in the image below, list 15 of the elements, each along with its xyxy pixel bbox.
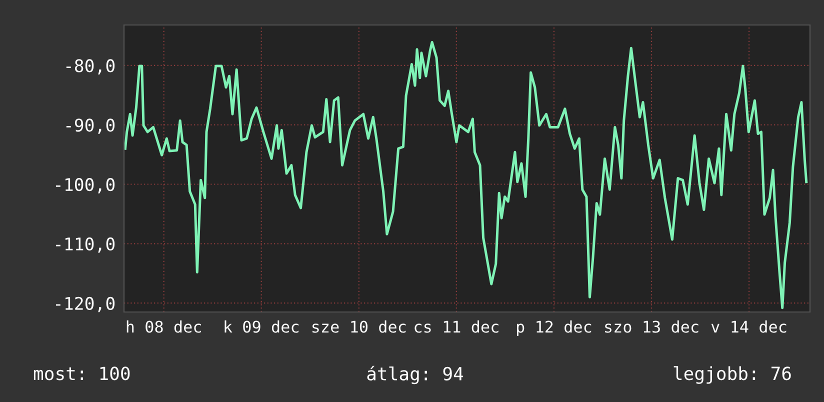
- x-tick-label: p 12 dec: [516, 320, 592, 336]
- y-tick-label: -90,0: [66, 118, 115, 134]
- y-tick-label: -80,0: [66, 59, 115, 74]
- text: átlag: 94: [367, 366, 464, 384]
- x-tick-label: h 08 dec: [126, 320, 201, 333]
- text: legjobb: 76: [674, 366, 791, 384]
- y-tick-label: -100,0: [56, 178, 115, 194]
- x-tick-label: sze 10 dec: [312, 320, 406, 333]
- x-tick-label: k 09 dec: [224, 320, 298, 333]
- x-tick-label: cs 11 dec: [414, 320, 498, 333]
- y-tick-label: -120,0: [56, 296, 115, 312]
- x-tick-label: v 14 dec: [711, 320, 786, 333]
- y-tick-label: -110,0: [56, 237, 115, 253]
- text: most: 100: [34, 366, 130, 380]
- x-tick-label: szo 13 dec: [605, 320, 698, 333]
